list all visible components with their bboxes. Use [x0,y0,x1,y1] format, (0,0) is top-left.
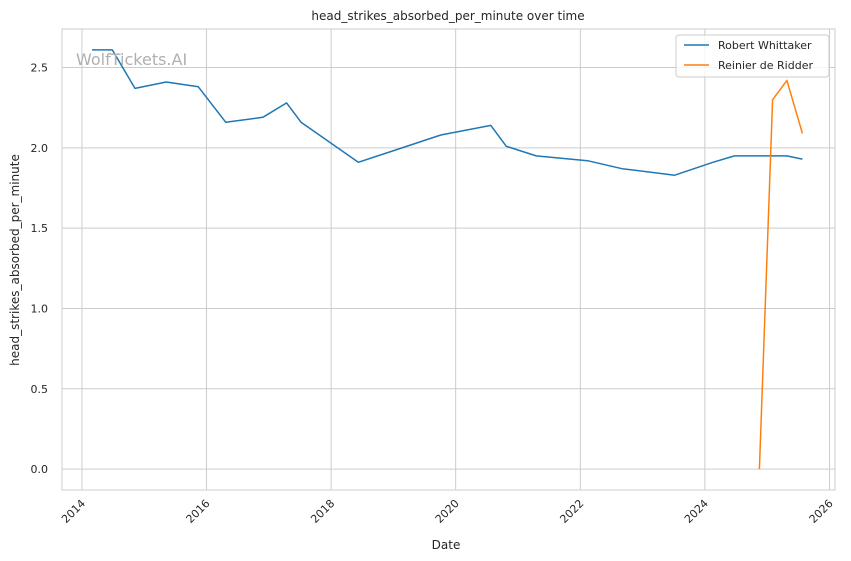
y-tick-label: 1.5 [31,222,49,235]
plot-frame [61,28,836,491]
legend-label-whittaker: Robert Whittaker [718,39,812,52]
legend-box [675,34,830,78]
y-tick-labels: 0.0 0.5 1.0 1.5 2.0 2.5 [31,62,49,477]
chart-title: head_strikes_absorbed_per_minute over ti… [311,9,584,23]
y-axis-label: head_strikes_absorbed_per_minute [8,154,22,366]
legend: Robert Whittaker Reinier de Ridder [675,34,830,78]
series-layer [92,49,804,470]
y-tick-label: 2.0 [31,142,49,155]
legend-label-de-ridder: Reinier de Ridder [718,59,813,72]
y-tick-label: 1.0 [31,302,49,315]
watermark: WolfTickets.AI [76,50,187,69]
x-axis-label: Date [432,538,461,552]
series-line-reinier-de-ridder [758,79,804,470]
y-tick-label: 2.5 [31,62,49,75]
series-line-robert-whittaker [92,49,803,176]
y-tick-label: 0.0 [31,463,49,476]
y-tick-label: 0.5 [31,383,49,396]
